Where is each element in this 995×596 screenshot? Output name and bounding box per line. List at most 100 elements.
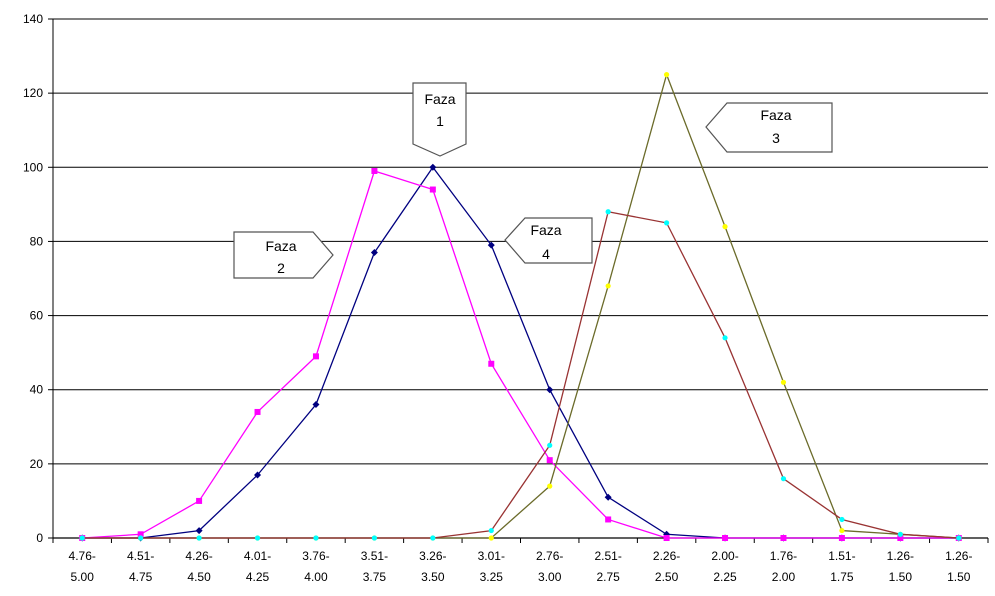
x-tick-label-line: 1.76- bbox=[770, 549, 797, 563]
x-tick-label-line: 4.26- bbox=[185, 549, 212, 563]
series-group bbox=[78, 72, 963, 542]
x-tick-label-line: 4.51- bbox=[127, 549, 154, 563]
x-tick-label-line: 3.25 bbox=[480, 570, 504, 584]
data-point bbox=[780, 476, 787, 482]
data-point bbox=[196, 497, 203, 504]
data-point bbox=[839, 516, 845, 523]
data-point bbox=[79, 535, 85, 541]
data-point bbox=[663, 535, 670, 541]
y-tick-label: 140 bbox=[23, 12, 43, 26]
data-point bbox=[254, 408, 261, 415]
data-point bbox=[605, 209, 611, 215]
x-tick-label-line: 3.26- bbox=[419, 549, 446, 563]
data-point bbox=[371, 167, 378, 174]
series-1 bbox=[78, 163, 963, 542]
data-point bbox=[605, 283, 611, 289]
data-point bbox=[254, 535, 261, 541]
x-tick-label-line: 1.50 bbox=[889, 570, 913, 584]
x-tick-label-line: 2.00 bbox=[772, 570, 796, 584]
callout-faza4: Faza 4 bbox=[504, 217, 593, 264]
data-point bbox=[547, 442, 553, 448]
data-point bbox=[371, 535, 378, 541]
x-tick-label-line: 2.26- bbox=[653, 549, 680, 563]
x-tick-label: 3.51- 3.75 bbox=[361, 549, 388, 584]
data-point bbox=[138, 535, 144, 541]
callout-text: 2 bbox=[277, 260, 285, 276]
x-tick-label-line: 2.50 bbox=[655, 570, 679, 584]
x-tick-label-line: 3.51- bbox=[361, 549, 388, 563]
data-point bbox=[488, 360, 495, 367]
x-tick-label-line: 2.51- bbox=[594, 549, 621, 563]
y-tick-label: 20 bbox=[30, 457, 44, 471]
x-tick-label: 4.76- 5.00 bbox=[69, 549, 96, 584]
x-tick-label: 4.51- 4.75 bbox=[127, 549, 154, 584]
data-point bbox=[663, 72, 670, 78]
x-tick-label-line: 1.26- bbox=[887, 549, 914, 563]
x-tick-label: 1.51- 1.75 bbox=[828, 549, 855, 584]
x-tick-label-line: 4.50 bbox=[187, 570, 211, 584]
x-tick-label: 1.26- 1.50 bbox=[887, 549, 914, 584]
callouts: Faza 1 Faza 2 Faza 3 Faza 4 bbox=[233, 82, 833, 279]
data-point bbox=[430, 535, 436, 541]
x-tick-label-line: 1.50 bbox=[947, 570, 971, 584]
data-point bbox=[956, 535, 962, 541]
data-point bbox=[546, 457, 553, 464]
data-point bbox=[605, 516, 612, 523]
x-tick-label: 3.01- 3.25 bbox=[478, 549, 505, 584]
data-point bbox=[722, 335, 728, 341]
x-tick-label: 2.51- 2.75 bbox=[594, 549, 621, 584]
x-axis-ticks: 4.76- 5.00 4.51- 4.75 4.26- 4.50 4.01- 4.25 3.76… bbox=[52, 538, 989, 584]
y-tick-label: 40 bbox=[30, 383, 44, 397]
data-point bbox=[488, 527, 494, 534]
data-point bbox=[663, 220, 670, 226]
y-tick-label: 80 bbox=[30, 234, 44, 248]
callout-shape bbox=[412, 82, 467, 157]
callout-shape bbox=[504, 217, 593, 264]
data-point bbox=[897, 535, 904, 541]
x-tick-label-line: 3.01- bbox=[478, 549, 505, 563]
data-point bbox=[722, 535, 729, 541]
series-2 bbox=[79, 167, 962, 541]
data-point bbox=[780, 535, 787, 541]
y-tick-label: 0 bbox=[36, 531, 43, 545]
data-point bbox=[137, 531, 144, 538]
data-point bbox=[838, 535, 845, 541]
callout-text: 3 bbox=[772, 130, 780, 146]
grid-lines bbox=[53, 18, 988, 539]
x-tick-label-line: 2.25 bbox=[713, 570, 737, 584]
callout-faza2: Faza 2 bbox=[233, 231, 334, 279]
x-tick-label: 4.01- 4.25 bbox=[244, 549, 271, 584]
x-tick-label-line: 4.00 bbox=[304, 570, 328, 584]
x-tick-label: 1.26- 1.50 bbox=[945, 549, 972, 584]
data-point bbox=[195, 527, 203, 535]
x-tick-label-line: 4.76- bbox=[69, 549, 96, 563]
x-tick-label: 3.26- 3.50 bbox=[419, 549, 446, 584]
data-point bbox=[897, 531, 903, 537]
x-tick-label: 4.26- 4.50 bbox=[185, 549, 212, 584]
x-tick-label: 1.76- 2.00 bbox=[770, 549, 797, 584]
data-point bbox=[196, 535, 202, 541]
data-point bbox=[429, 163, 437, 171]
x-tick-label: 2.76- 3.00 bbox=[536, 549, 563, 584]
callout-text: Faza bbox=[265, 238, 296, 254]
callout-faza3: Faza 3 bbox=[705, 102, 833, 153]
x-tick-label-line: 2.75 bbox=[596, 570, 620, 584]
x-tick-label-line: 3.50 bbox=[421, 570, 445, 584]
x-tick-label-line: 2.76- bbox=[536, 549, 563, 563]
callout-faza1: Faza 1 bbox=[412, 82, 467, 157]
x-tick-label-line: 1.51- bbox=[828, 549, 855, 563]
data-point bbox=[547, 483, 553, 489]
data-point bbox=[839, 527, 845, 534]
y-tick-label: 120 bbox=[23, 86, 43, 100]
x-tick-label-line: 2.00- bbox=[711, 549, 738, 563]
x-tick-label-line: 4.25 bbox=[246, 570, 270, 584]
x-tick-label-line: 3.00 bbox=[538, 570, 562, 584]
data-point bbox=[370, 249, 378, 257]
x-tick-label-line: 3.76- bbox=[302, 549, 329, 563]
series-4 bbox=[79, 209, 962, 541]
series-line bbox=[82, 211, 959, 539]
y-axis-ticks: 0 20 40 60 80 100 120 140 bbox=[23, 12, 54, 545]
x-tick-label: 2.00- 2.25 bbox=[711, 549, 738, 584]
data-point bbox=[429, 186, 436, 193]
